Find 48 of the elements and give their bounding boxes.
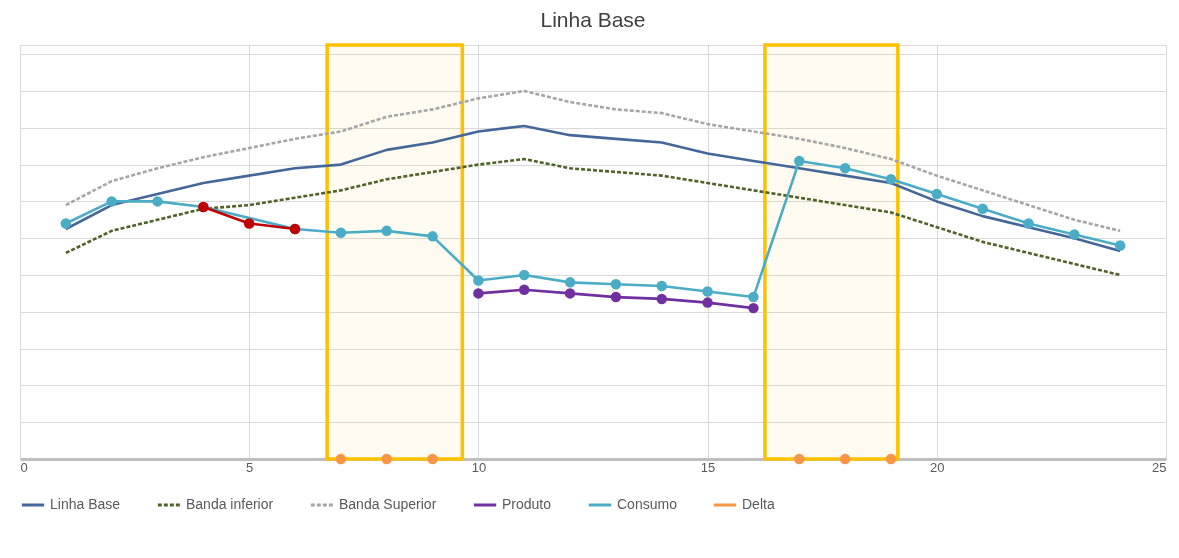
x-tick-label: 10 [471,459,487,475]
point [335,227,347,238]
x-tick-label: 15 [700,459,716,475]
point [519,269,530,281]
point [427,453,438,465]
point [106,196,117,207]
legend-label: Delta [742,496,775,512]
point [1023,218,1034,229]
point [243,218,255,229]
point [702,286,713,297]
point [656,280,667,292]
point [748,302,759,314]
point [702,297,713,308]
point [839,163,851,174]
point [427,231,438,242]
point [473,275,484,286]
point [519,284,530,295]
point [473,288,484,299]
point [748,291,759,303]
point [885,174,897,185]
x-tick-label: 20 [930,459,945,475]
x-tick-label: 0 [20,459,28,475]
legend-label: Linha Base [50,496,121,512]
point [381,453,392,465]
x-tick-label: 5 [246,459,254,475]
point [885,453,897,465]
point [794,155,805,167]
x-tick-label: 25 [1152,459,1167,475]
point [1114,240,1126,251]
point [60,218,72,229]
point [381,225,392,237]
point [977,203,988,214]
point [1069,229,1080,240]
point [656,293,667,305]
legend-label: Banda Superior [339,496,437,512]
legend-label: Banda inferior [186,496,274,512]
point [610,291,622,303]
point [610,278,622,290]
legend-label: Consumo [617,496,678,512]
point [794,453,805,465]
legend-label: Produto [502,496,552,512]
point [152,196,163,207]
point [931,188,943,200]
point [564,277,576,288]
point [839,453,851,465]
point [564,288,576,299]
chart-title: Linha Base [540,8,646,32]
point [335,453,347,465]
